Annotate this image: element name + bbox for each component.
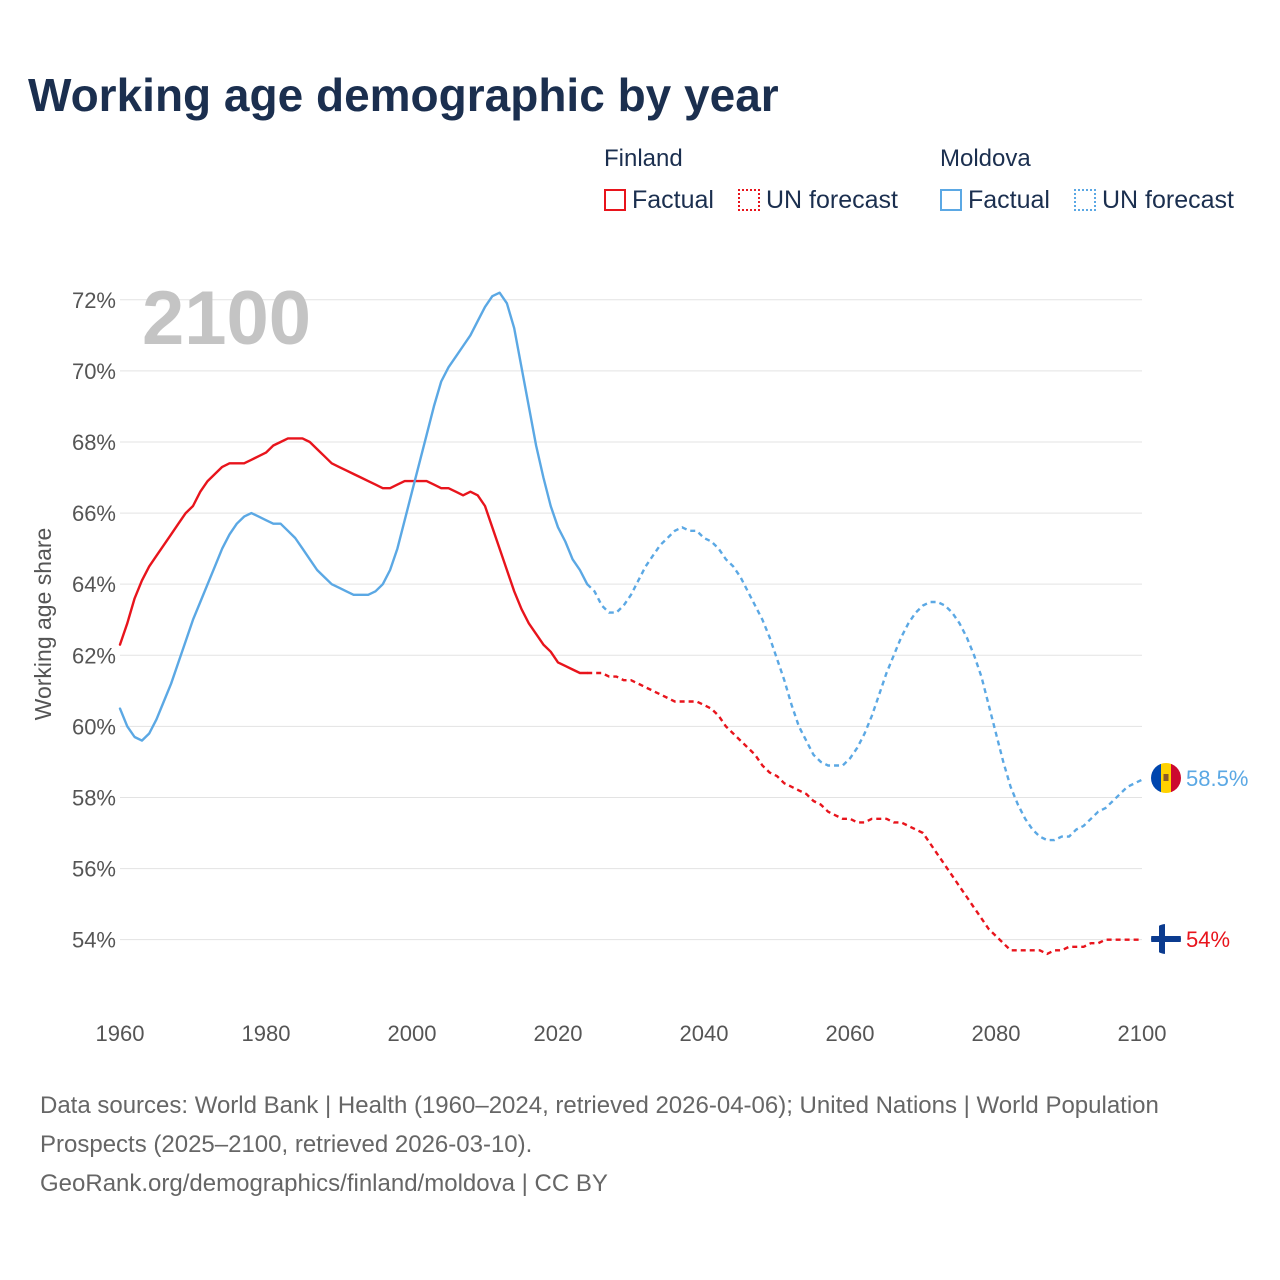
legend-finland-factual-swatch <box>604 189 626 211</box>
moldova-forecast-line[interactable] <box>586 526 1143 842</box>
legend-finland-forecast-swatch <box>738 189 760 211</box>
x-tick-label-2000: 2000 <box>388 1021 437 1046</box>
y-tick-label-70: 70% <box>72 359 116 384</box>
x-tick-label-1980: 1980 <box>242 1021 291 1046</box>
gridlines <box>120 299 1142 941</box>
y-tick-label-56: 56% <box>72 857 116 882</box>
finland-factual-line[interactable] <box>118 437 589 675</box>
legend-moldova-factual-label: Factual <box>968 185 1050 214</box>
finland-flag-icon <box>1151 924 1181 954</box>
y-tick-label-54: 54% <box>72 928 116 953</box>
legend-group-moldova: Moldova <box>940 145 1031 172</box>
legend-finland-forecast[interactable]: UN forecast <box>738 185 898 215</box>
current-year-label: 2100 <box>142 276 311 361</box>
moldova-factual-line[interactable] <box>118 291 589 742</box>
x-tick-label-2020: 2020 <box>534 1021 583 1046</box>
series-layer <box>118 291 1143 956</box>
legend-finland-forecast-label: UN forecast <box>766 185 898 214</box>
legend-finland-factual-label: Factual <box>632 185 714 214</box>
y-tick-label-58: 58% <box>72 785 116 810</box>
legend-moldova-forecast[interactable]: UN forecast <box>1074 185 1234 215</box>
x-tick-label-2060: 2060 <box>826 1021 875 1046</box>
legend-moldova-factual-swatch <box>940 189 962 211</box>
x-tick-label-2080: 2080 <box>972 1021 1021 1046</box>
data-sources: Data sources: World Bank | Health (1960–… <box>40 1086 1180 1203</box>
y-tick-label-68: 68% <box>72 430 116 455</box>
legend-moldova-factual[interactable]: Factual <box>940 185 1050 215</box>
finland-end-label: 54% <box>1186 927 1230 952</box>
moldova-end-label: 58.5% <box>1186 766 1248 791</box>
legend-group-finland: Finland <box>604 145 683 172</box>
line-chart: 54% 56% 58% 60% 62% 64% 66% 68% 70% 72% 1960 1980 2… <box>30 276 1248 1046</box>
finland-forecast-line[interactable] <box>587 671 1142 956</box>
y-axis-ticks: 54% 56% 58% 60% 62% 64% 66% 68% 70% 72% <box>72 288 116 953</box>
x-tick-label-2040: 2040 <box>680 1021 729 1046</box>
legend-finland-factual[interactable]: Factual <box>604 185 714 215</box>
legend-moldova-forecast-label: UN forecast <box>1102 185 1234 214</box>
sources-text: Data sources: World Bank | Health (1960–… <box>40 1092 1159 1158</box>
y-tick-label-60: 60% <box>72 714 116 739</box>
moldova-flag-icon <box>1151 763 1181 793</box>
x-axis-ticks: 1960 1980 2000 2020 2040 2060 2080 2100 <box>96 1021 1167 1046</box>
y-tick-label-72: 72% <box>72 288 116 313</box>
y-tick-label-64: 64% <box>72 572 116 597</box>
y-axis-title: Working age share <box>30 528 56 721</box>
legend-moldova-forecast-swatch <box>1074 189 1096 211</box>
y-tick-label-66: 66% <box>72 501 116 526</box>
x-tick-label-2100: 2100 <box>1118 1021 1167 1046</box>
chart-title: Working age demographic by year <box>28 69 779 121</box>
x-tick-label-1960: 1960 <box>96 1021 145 1046</box>
y-tick-label-62: 62% <box>72 643 116 668</box>
sources-link[interactable]: GeoRank.org/demographics/finland/moldova… <box>40 1170 608 1197</box>
